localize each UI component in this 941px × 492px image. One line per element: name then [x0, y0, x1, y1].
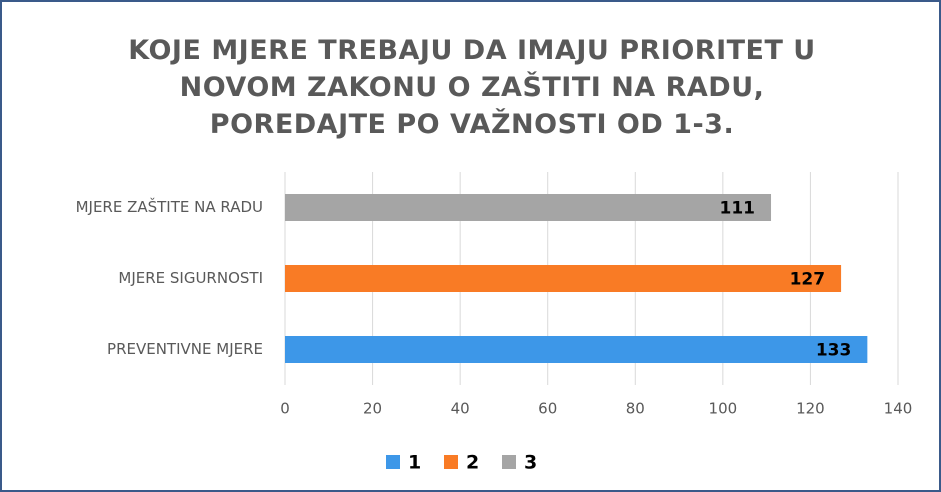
legend-swatch — [502, 455, 516, 469]
data-label: 111 — [720, 199, 756, 219]
bar — [285, 265, 842, 292]
y-tick-label: MJERE SIGURNOSTI — [118, 269, 263, 287]
legend-swatch — [386, 455, 400, 469]
chart-title: KOJE MJERE TREBAJU DA IMAJU PRIORITET U … — [128, 35, 816, 140]
legend-label: 2 — [466, 452, 479, 474]
data-label: 127 — [790, 270, 826, 290]
x-tick-label: 140 — [884, 400, 913, 418]
legend-label: 3 — [524, 452, 537, 474]
x-tick-label: 100 — [709, 400, 738, 418]
bar — [285, 336, 868, 363]
y-tick-label: PREVENTIVNE MJERE — [107, 340, 263, 358]
bar — [285, 194, 772, 221]
x-tick-label: 0 — [280, 400, 290, 418]
legend-swatch — [444, 455, 458, 469]
x-tick-label: 40 — [451, 400, 470, 418]
x-tick-label: 80 — [626, 400, 645, 418]
x-tick-label: 120 — [796, 400, 825, 418]
legend-label: 1 — [408, 452, 421, 474]
data-label: 133 — [816, 341, 852, 361]
x-tick-label: 20 — [363, 400, 382, 418]
y-tick-label: MJERE ZAŠTITE NA RADU — [76, 197, 263, 216]
x-tick-label: 60 — [538, 400, 557, 418]
